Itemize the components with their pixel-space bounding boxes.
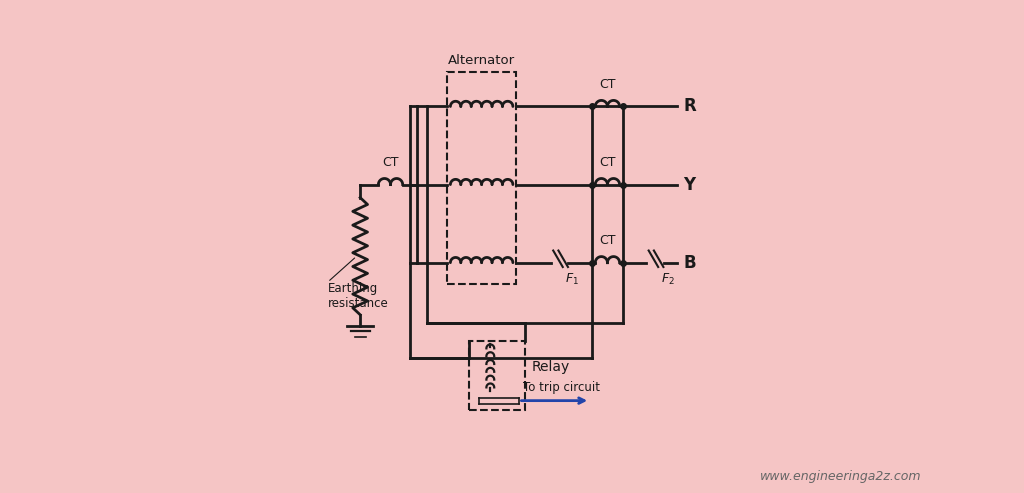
Text: B: B <box>683 254 696 272</box>
Bar <box>469 341 525 410</box>
Text: To trip circuit: To trip circuit <box>523 381 600 394</box>
Text: $F_1$: $F_1$ <box>565 272 580 287</box>
Text: CT: CT <box>599 156 615 170</box>
Text: Relay: Relay <box>531 360 569 374</box>
Text: Y: Y <box>683 176 695 194</box>
Text: Alternator: Alternator <box>449 54 515 67</box>
Bar <box>446 72 516 284</box>
Text: $F_2$: $F_2$ <box>660 272 675 287</box>
Text: CT: CT <box>599 235 615 247</box>
Text: www.engineeringa2z.com: www.engineeringa2z.com <box>760 470 922 483</box>
Text: CT: CT <box>599 78 615 91</box>
Text: CT: CT <box>382 156 398 170</box>
Text: Earthing
resistance: Earthing resistance <box>328 282 388 310</box>
Text: R: R <box>683 98 696 115</box>
